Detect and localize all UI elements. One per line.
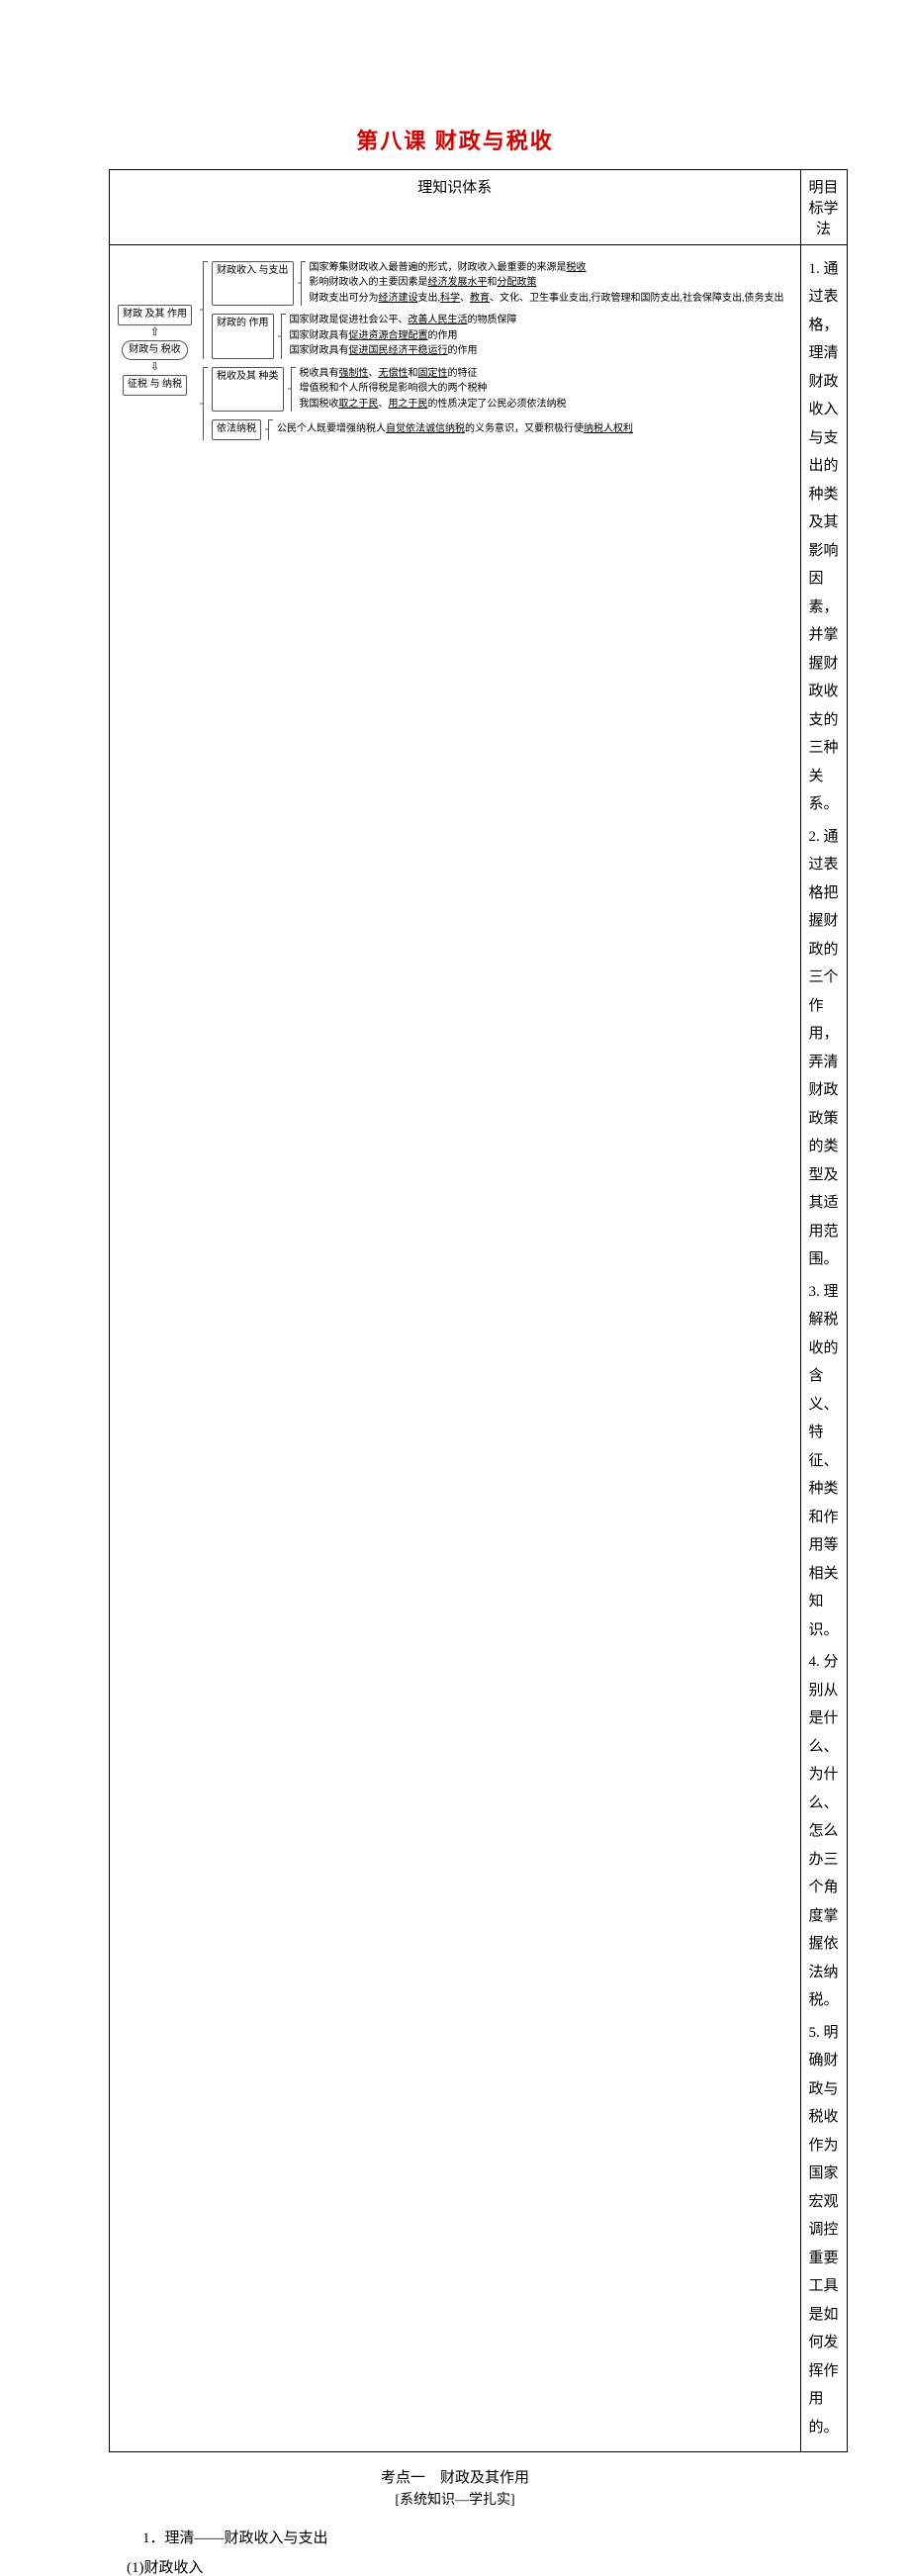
tree-leaf-text: 税收具有强制性、无偿性和固定性的特征 — [300, 367, 567, 382]
method-item: 2. 通过表格把握财政的三个作用，弄清财政政策的类型及其适用范围。 — [809, 823, 839, 1274]
tree-leaf-text: 公民个人既要增强纳税人自觉依法诚信纳税的义务意识，又要积极行使纳税人权利 — [277, 422, 633, 437]
tree-node-tax: 征税 与 纳税 — [123, 375, 187, 396]
tree-leaf-text: 国家财政具有促进资源合理配置的作用 — [290, 329, 517, 344]
tree-node: 财政的 作用 — [212, 314, 274, 359]
brace-icon — [200, 261, 208, 359]
tree-leaf-text: 国家财政具有促进国民经济平稳运行的作用 — [290, 344, 517, 359]
tree-leaf-text: 国家财政是促进社会公平、改善人民生活的物质保障 — [290, 314, 517, 328]
method-item: 5. 明确财政与税收作为国家宏观调控重要工具是如何发挥作用的。 — [809, 2019, 839, 2442]
sub-heading: [系统知识—学扎实] — [109, 2489, 801, 2509]
brace-icon — [200, 367, 208, 440]
tree-leaf-text: 影响财政收入的主要因素是经济发展水平和分配政策 — [310, 276, 784, 291]
knowledge-tree-diagram: 财政 及其 作用 ⇧ 财政与 税收 ⇩ 征税 与 纳税 财政收入 与支出 国家筹集… — [118, 251, 792, 446]
point-heading: 1．理清——财政收入与支出 — [142, 2527, 801, 2552]
tree-node: 依法纳税 — [212, 419, 261, 440]
brace-icon — [278, 314, 286, 359]
brace-icon — [298, 261, 306, 307]
tree-leaf-text: 增值税和个人所得税是影响很大的两个税种 — [300, 382, 567, 397]
point-subheading: (1)财政收入 — [127, 2556, 801, 2576]
brace-icon — [265, 419, 273, 440]
tree-node: 税收及其 种类 — [212, 367, 284, 413]
method-item: 4. 分别从是什么、为什么、怎么办三个角度掌握依法纳税。 — [809, 1648, 839, 2015]
arrow-down-icon: ⇩ — [150, 362, 159, 373]
tree-node-finance: 财政 及其 作用 — [118, 305, 192, 325]
lesson-title: 第八课 财政与税收 — [109, 124, 801, 155]
col-header-left: 理知识体系 — [110, 169, 801, 244]
method-item: 3. 理解税收的含义、特征、种类和作用等相关知识。 — [809, 1278, 839, 1645]
col-header-right: 明目标学法 — [800, 169, 847, 244]
exam-point-heading: 考点一 财政及其作用 — [109, 2466, 801, 2487]
arrow-up-icon: ⇧ — [150, 327, 159, 338]
tree-leaf-text: 我国税收取之于民、用之于民的性质决定了公民必须依法纳税 — [300, 398, 567, 413]
brace-icon — [288, 367, 296, 413]
framework-table: 理知识体系 明目标学法 财政 及其 作用 ⇧ 财政与 税收 ⇩ 征税 与 纳税 — [109, 169, 848, 2453]
tree-node: 财政收入 与支出 — [212, 261, 294, 307]
method-item: 1. 通过表格，理清财政收入与支出的种类及其影响因素，并掌握财政收支的三种关系。 — [809, 255, 839, 819]
tree-leaf-text: 财政支出可分为经济建设支出,科学、教育、文化、卫生事业支出,行政管理和国防支出,… — [310, 292, 784, 307]
tree-root-node: 财政与 税收 — [122, 340, 188, 361]
tree-leaf-text: 国家筹集财政收入最普遍的形式，财政收入最重要的来源是税收 — [310, 261, 784, 276]
study-methods-cell: 1. 通过表格，理清财政收入与支出的种类及其影响因素，并掌握财政收支的三种关系。… — [800, 244, 847, 2452]
